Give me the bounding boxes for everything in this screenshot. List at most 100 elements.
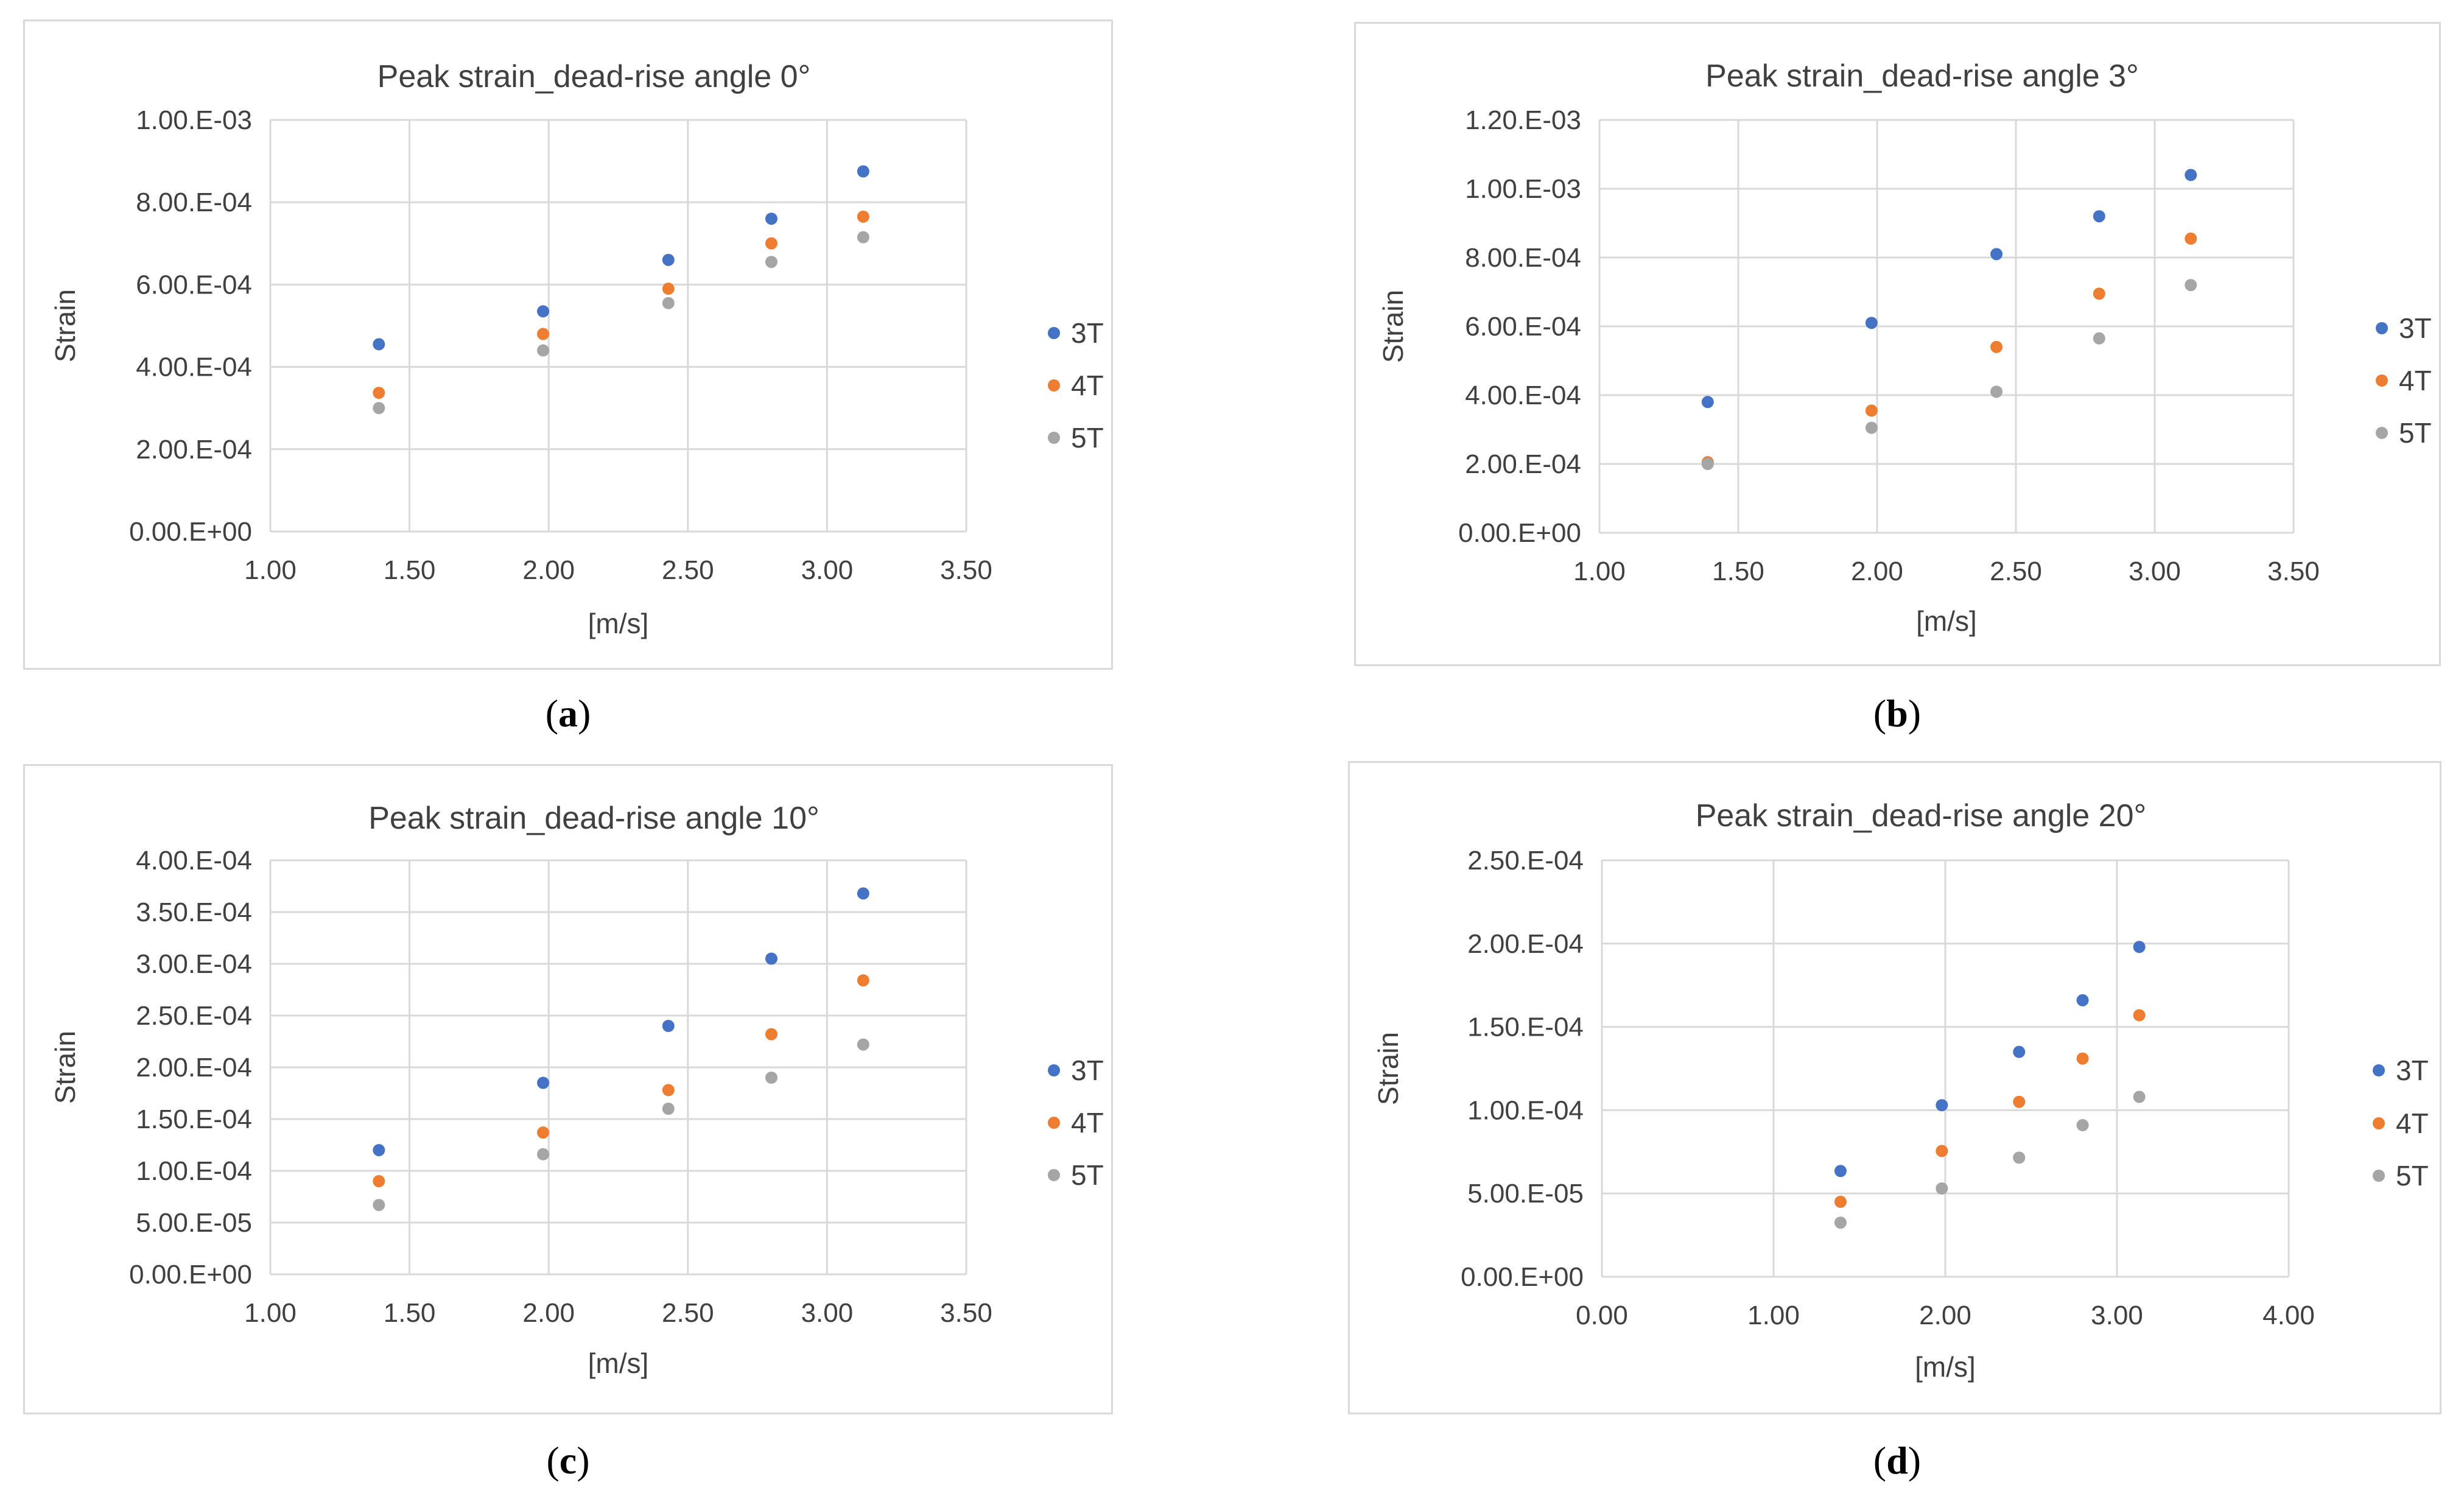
data-point-3t [857,887,869,900]
data-point-3t [662,1020,675,1032]
legend-marker-3t [1048,327,1060,339]
data-point-3t [2185,169,2197,181]
y-tick-label: 1.50.E-04 [1467,1013,1584,1042]
y-tick-label: 5.00.E-05 [136,1208,252,1238]
data-point-5t [2093,332,2105,345]
data-point-5t [765,256,777,269]
x-tick-label: 1.00 [1573,556,1626,586]
x-tick-label: 0.00 [1576,1301,1628,1330]
x-axis-label: [m/s] [1916,605,1977,637]
data-point-3t [765,212,777,225]
legend-marker-4t [1048,1117,1060,1129]
data-point-3t [373,338,385,351]
y-tick-label: 5.00.E-05 [1467,1179,1584,1209]
y-tick-label: 8.00.E-04 [136,188,252,217]
chart-c-svg: 1.00 1.50 2.00 2.50 3.00 3.50 0.00.E+00 5.00.E-… [49,801,1104,1379]
y-tick-label: 1.00.E-04 [136,1156,252,1186]
data-point-3t [1834,1165,1847,1178]
x-tick-label: 2.50 [662,555,714,585]
chart-panel-b: 1.00 1.50 2.00 2.50 3.00 3.50 0.00.E+00 2.00.E-… [1354,22,2441,666]
data-point-5t [857,1038,869,1051]
data-point-4t [765,237,777,250]
x-tick-label: 4.00 [2262,1301,2315,1330]
legend-marker-5t [2373,1170,2385,1182]
x-tick-label: 3.00 [801,555,854,585]
y-tick-label: 8.00.E-04 [1465,243,1581,273]
x-tick-label: 3.00 [2129,556,2181,586]
data-point-4t [2093,287,2105,300]
caption-letter: c [559,1439,577,1482]
data-point-4t [373,1175,385,1187]
x-tick-label: 2.00 [1919,1301,1971,1330]
y-tick-label: 6.00.E-04 [136,270,252,300]
data-point-4t [857,210,869,223]
y-tick-label: 4.00.E-04 [136,846,252,876]
legend-marker-5t [2376,427,2388,439]
data-point-3t [2013,1045,2026,1058]
legend-label: 5T [1071,422,1104,454]
data-point-3t [662,253,675,266]
y-tick-label: 0.00.E+00 [129,517,252,547]
y-tick-label: 0.00.E+00 [1458,518,1581,548]
data-point-4t [537,328,550,340]
data-point-3t [2093,210,2105,223]
data-point-4t [1936,1145,1948,1157]
y-axis-label: Strain [1377,290,1409,363]
caption-c: (c) [546,1439,590,1482]
data-point-5t [2185,279,2197,292]
chart-panel-d: 0.00 1.00 2.00 3.00 4.00 0.00.E+00 5.00.E-05 1.… [1348,761,2441,1414]
caption-letter: b [1886,692,1908,735]
x-tick-label: 3.50 [2267,556,2320,586]
chart-title: Peak strain_dead-rise angle 20° [1696,798,2147,834]
data-point-4t [2076,1052,2089,1065]
y-tick-label: 1.20.E-03 [1465,105,1581,135]
legend-label: 4T [2399,365,2432,396]
data-point-4t [857,974,869,987]
legend-marker-4t [2376,374,2388,387]
data-point-4t [537,1126,550,1139]
data-point-5t [765,1072,777,1084]
y-axis-label: Strain [49,1031,81,1104]
y-tick-label: 2.00.E-04 [1467,929,1584,959]
x-tick-label: 1.50 [384,555,436,585]
y-tick-label: 3.50.E-04 [136,897,252,927]
legend-label: 5T [1071,1159,1104,1191]
x-tick-label: 3.00 [801,1298,854,1328]
x-tick-label: 1.00 [1747,1301,1800,1330]
caption-letter: a [558,692,578,735]
legend-marker-3t [2376,322,2388,334]
data-point-3t [1936,1099,1948,1112]
data-point-4t [2013,1095,2026,1108]
data-point-5t [2133,1090,2146,1103]
data-point-5t [1990,385,2003,398]
data-point-5t [857,231,869,244]
data-point-3t [857,165,869,178]
x-tick-label: 3.50 [940,1298,992,1328]
chart-a-svg: 1.00 1.50 2.00 2.50 3.00 3.50 0.00.E+00 2.00.E-… [49,59,1104,639]
y-tick-label: 4.00.E-04 [136,353,252,382]
data-point-3t [2133,941,2146,953]
data-point-5t [537,1148,550,1160]
caption-letter: d [1886,1439,1908,1482]
data-point-4t [662,1084,675,1097]
legend-label: 3T [1071,317,1104,349]
data-point-3t [2076,994,2089,1006]
data-point-5t [1865,421,1878,434]
y-axis-label: Strain [1372,1032,1404,1105]
x-tick-label: 1.50 [384,1298,436,1328]
legend-marker-3t [2373,1064,2385,1076]
legend-marker-4t [2373,1117,2385,1129]
y-tick-label: 2.00.E-04 [1465,449,1581,479]
data-point-5t [1936,1182,1948,1195]
data-point-3t [765,952,777,965]
y-tick-label: 2.00.E-04 [136,435,252,465]
legend-marker-5t [1048,1169,1060,1181]
y-tick-label: 2.00.E-04 [136,1053,252,1083]
x-tick-label: 1.00 [244,555,297,585]
x-axis-label: [m/s] [1915,1351,1976,1383]
y-axis-label: Strain [49,289,81,362]
y-tick-label: 0.00.E+00 [1461,1262,1584,1292]
legend-label: 5T [2399,417,2432,449]
x-tick-label: 1.50 [1712,556,1764,586]
y-tick-label: 6.00.E-04 [1465,312,1581,342]
